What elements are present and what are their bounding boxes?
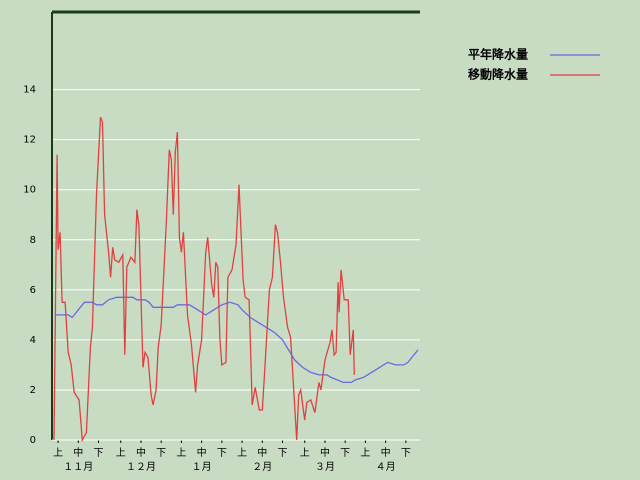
legend-label: 平年降水量: [468, 47, 528, 62]
month-label: １２月: [126, 461, 156, 473]
x-tick-label: 中: [136, 446, 146, 459]
x-tick-label: 下: [217, 448, 227, 459]
y-tick-label: 2: [30, 385, 36, 396]
x-tick-label: 下: [340, 448, 350, 459]
x-tick-label: 中: [381, 446, 391, 459]
y-tick-label: 12: [23, 135, 36, 146]
x-tick-label: 上: [116, 447, 126, 459]
y-tick-label: 0: [30, 435, 36, 446]
x-tick-label: 下: [94, 448, 104, 459]
x-tick-label: 中: [320, 446, 330, 459]
x-tick-label: 上: [53, 447, 63, 459]
x-tick-label: 中: [197, 446, 207, 459]
x-tick-label: 下: [156, 448, 166, 459]
month-label: １月: [192, 461, 212, 473]
x-tick-label: 上: [176, 447, 186, 459]
y-tick-label: 4: [30, 335, 36, 346]
month-label: ２月: [252, 461, 272, 473]
y-tick-label: 8: [30, 235, 36, 246]
x-tick-label: 中: [257, 446, 267, 459]
x-tick-label: 中: [73, 446, 83, 459]
legend-label: 移動降水量: [468, 67, 528, 82]
series-line: [53, 116, 355, 443]
y-tick-label: 10: [23, 185, 36, 196]
x-tick-label: 上: [300, 447, 310, 459]
x-tick-label: 下: [401, 448, 411, 459]
series-line: [56, 296, 419, 384]
x-tick-label: 下: [278, 448, 288, 459]
x-tick-label: 上: [237, 447, 247, 459]
month-label: ４月: [376, 461, 396, 473]
x-tick-label: 上: [360, 447, 370, 459]
month-label: １１月: [63, 461, 93, 473]
y-tick-label: 14: [23, 85, 36, 96]
month-label: ３月: [315, 461, 335, 473]
y-tick-label: 6: [30, 285, 36, 296]
